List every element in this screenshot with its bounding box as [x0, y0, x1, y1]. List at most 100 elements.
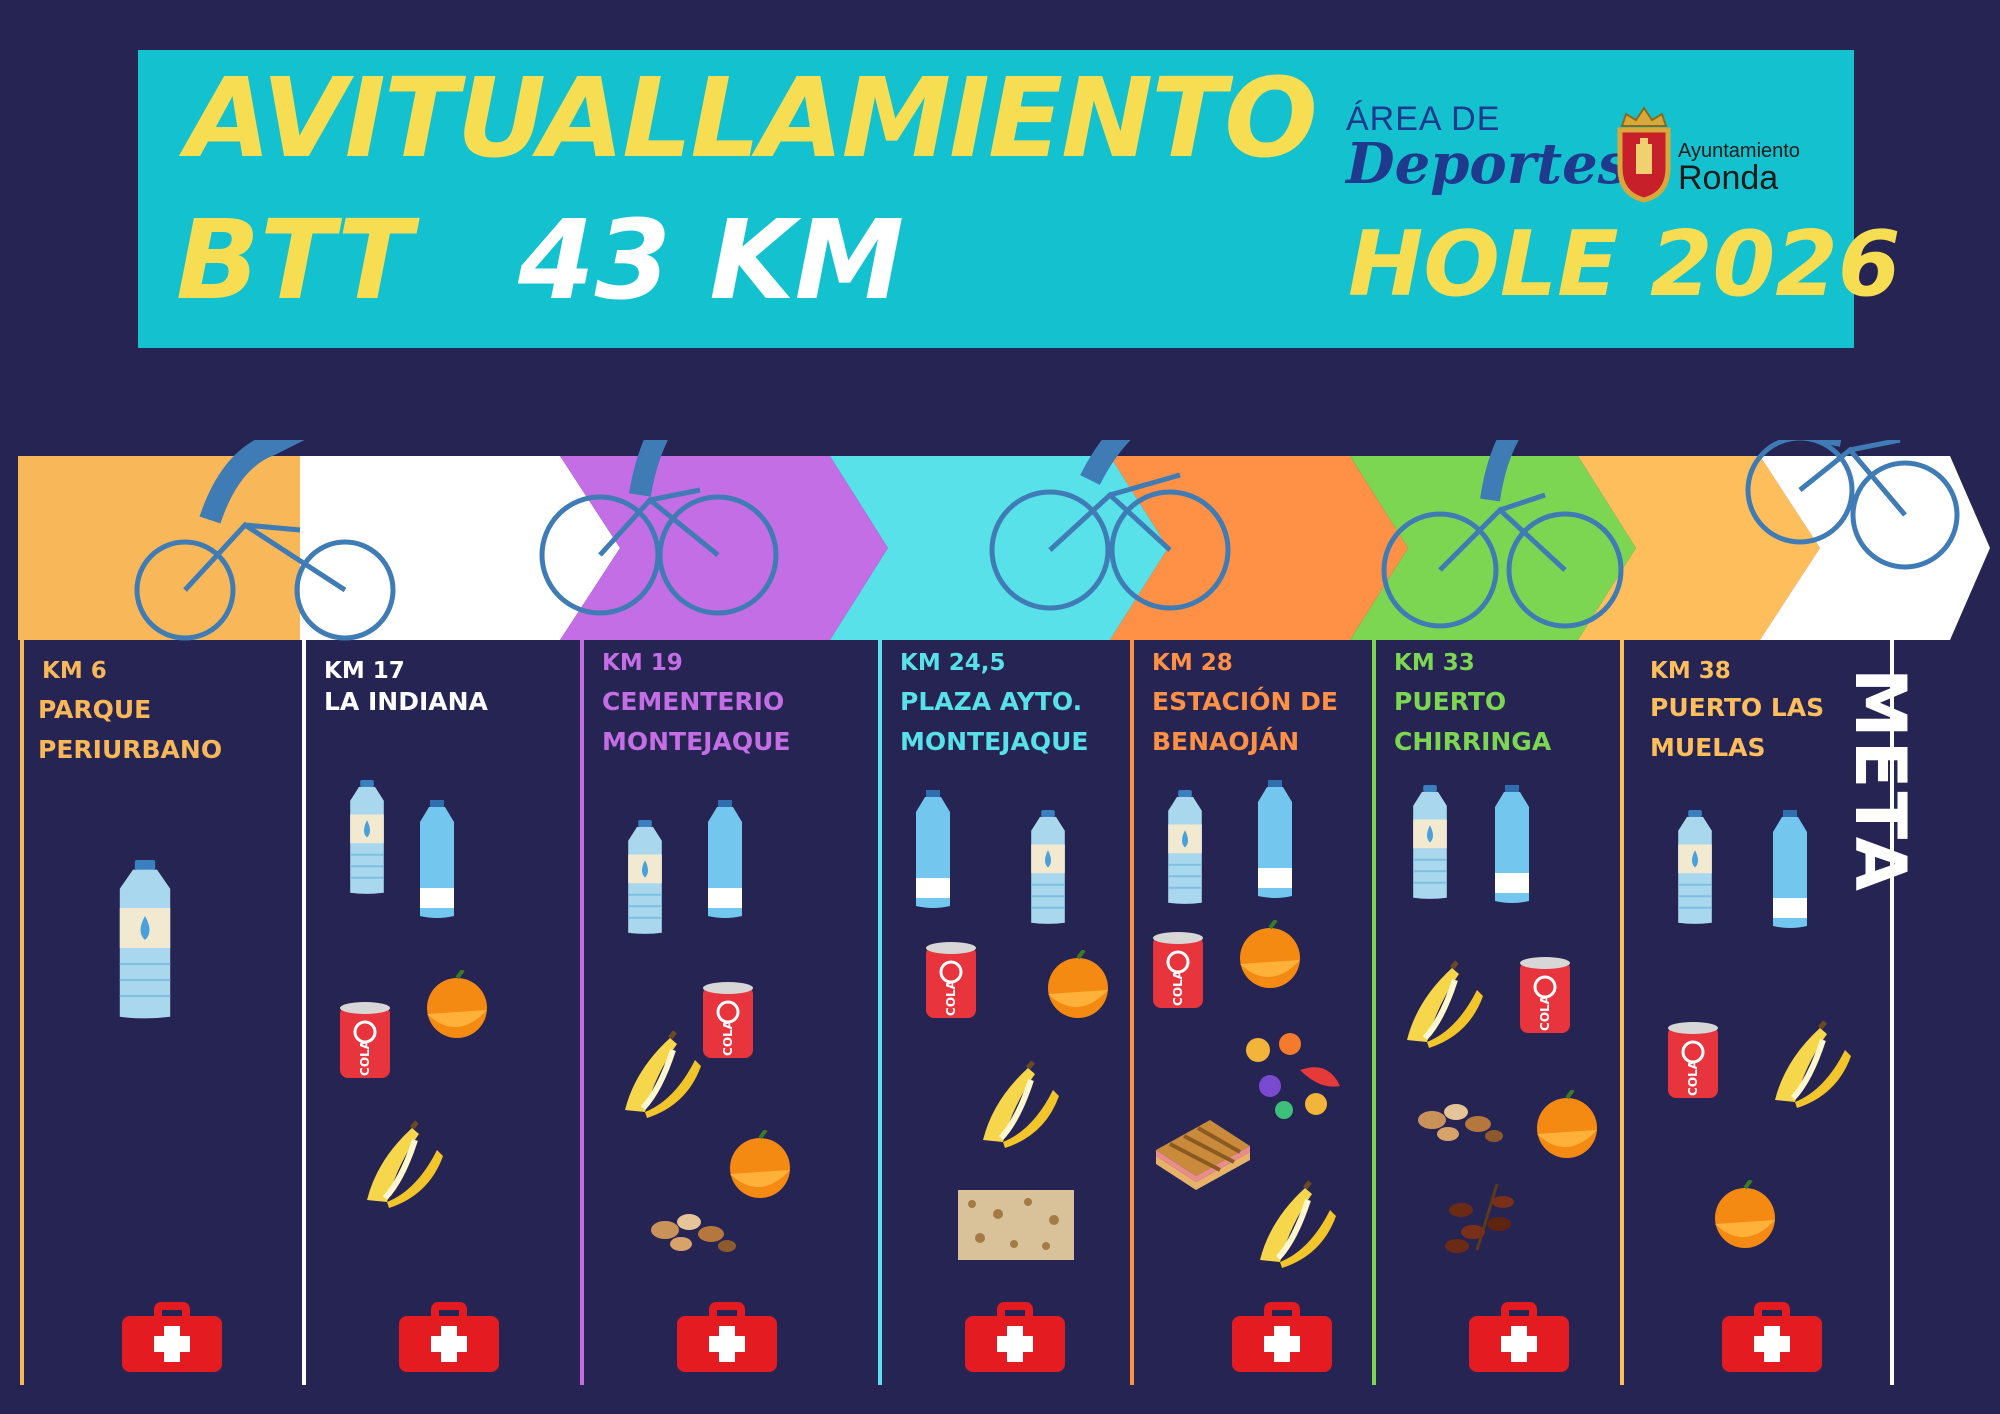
event-name: HOLE 2026 — [1348, 212, 1901, 317]
orange-icon — [1715, 1180, 1775, 1248]
banana-icon — [625, 1030, 701, 1118]
first-aid-kit-icon — [1232, 1302, 1332, 1372]
logo-area-line2: Deportes — [1346, 131, 1630, 197]
station-place-line2: PERIURBANO — [38, 735, 223, 764]
coat-of-arms-icon — [1617, 106, 1671, 203]
cola-can-icon: COLA — [1668, 1022, 1718, 1098]
station-place-name: ESTACIÓN DE BENAOJÁN — [1152, 682, 1338, 762]
banana-icon — [1407, 960, 1483, 1048]
banana-icon — [367, 1120, 443, 1208]
station-km-label: KM 19 — [602, 650, 683, 676]
logo-town-line2: Ronda — [1678, 159, 1779, 197]
station-divider-line — [580, 640, 584, 1385]
logo-area-line1: ÁREA DE — [1346, 100, 1501, 138]
route-segment-finish — [1760, 456, 1990, 640]
station-place-line1: CEMENTERIO — [602, 687, 785, 716]
orange-icon — [1048, 950, 1108, 1018]
station-place-line1: PUERTO LAS — [1650, 693, 1825, 722]
station-place-name: PARQUE PERIURBANO — [38, 690, 222, 770]
first-aid-kit-icon — [122, 1302, 222, 1372]
station-place-line2: MONTEJAQUE — [602, 727, 791, 756]
dates-icon — [1445, 1183, 1514, 1253]
station-place-line2: CHIRRINGA — [1394, 727, 1552, 756]
cola-can-icon: COLA — [703, 982, 753, 1058]
water-bottle-icon — [708, 800, 742, 918]
svg-text:COLA: COLA — [358, 1039, 372, 1076]
aid-stations: KM 6 PARQUE PERIURBANO KM 17 LA INDIANA COL… — [0, 640, 2000, 1400]
station-place-line2: MONTEJAQUE — [900, 727, 1089, 756]
route-arrow-band — [18, 440, 1990, 641]
cyclist-icon — [134, 440, 396, 641]
cyclist-icon — [989, 440, 1231, 611]
poster-title: AVITUALLAMIENTO — [186, 54, 1318, 182]
cola-can-icon: COLA — [1520, 957, 1570, 1033]
orange-icon — [1240, 920, 1300, 988]
water-bottle-icon — [1258, 780, 1292, 898]
station-place-name: PLAZA AYTO. MONTEJAQUE — [900, 682, 1088, 762]
station-km-label: KM 24,5 — [900, 650, 1006, 676]
area-deportes-logo: ÁREA DE Deportes — [1346, 100, 1630, 220]
water-bottle-icon — [420, 800, 454, 918]
first-aid-kit-icon — [399, 1302, 499, 1372]
water-bottle-icon — [628, 820, 662, 934]
route-segment-5 — [1110, 456, 1408, 640]
station-place-line1: PARQUE — [38, 695, 152, 724]
water-bottle-icon — [1773, 810, 1807, 928]
banana-icon — [1775, 1020, 1851, 1108]
cyclist-icon — [1381, 440, 1624, 629]
station-km-label: KM 6 — [42, 658, 107, 684]
svg-text:COLA: COLA — [944, 979, 958, 1016]
station-place-line2: MUELAS — [1650, 733, 1766, 762]
water-bottle-icon — [1413, 785, 1447, 899]
ayuntamiento-ronda-logo: Ayuntamiento Ronda — [1614, 90, 1854, 220]
aid-station-column: KM 28 ESTACIÓN DE BENAOJÁN COLA — [1130, 640, 1372, 1400]
station-divider-line — [1620, 640, 1624, 1385]
banana-icon — [983, 1060, 1059, 1148]
station-place-name: LA INDIANA — [324, 682, 488, 722]
station-divider-line — [878, 640, 882, 1385]
aid-station-column: KM 33 PUERTO CHIRRINGA COLA — [1372, 640, 1620, 1400]
cola-can-icon: COLA — [1153, 932, 1203, 1008]
station-place-line2: BENAOJÁN — [1152, 727, 1300, 756]
aid-station-column: KM 17 LA INDIANA COLA — [302, 640, 580, 1400]
gummy-candy-icon — [1246, 1033, 1340, 1119]
route-segment-7 — [1578, 456, 1820, 640]
cyclist-icon — [1745, 440, 1960, 570]
station-place-line1: PLAZA AYTO. — [900, 687, 1083, 716]
cyclist-icon — [539, 440, 779, 616]
station-km-label: KM 17 — [324, 658, 405, 684]
nuts-icon — [651, 1214, 736, 1252]
station-km-label: KM 33 — [1394, 650, 1475, 676]
aid-station-column: KM 19 CEMENTERIO MONTEJAQUE COLA — [580, 640, 878, 1400]
first-aid-kit-icon — [677, 1302, 777, 1372]
svg-text:COLA: COLA — [1171, 969, 1185, 1006]
svg-text:COLA: COLA — [1538, 994, 1552, 1031]
race-distance: 43 KM — [518, 196, 905, 324]
header-banner: AVITUALLAMIENTO BTT 43 KM HOLE 2026 ÁREA… — [138, 50, 1900, 348]
station-divider-line — [1372, 640, 1376, 1385]
water-bottle-icon — [1495, 785, 1529, 903]
orange-icon — [427, 970, 487, 1038]
sandwich-icon — [1156, 1120, 1250, 1190]
aid-station-column: KM 24,5 PLAZA AYTO. MONTEJAQUE COLA — [878, 640, 1130, 1400]
finish-divider-line — [1890, 640, 1894, 1385]
banana-icon — [1260, 1180, 1336, 1268]
station-place-name: PUERTO LAS MUELAS — [1650, 688, 1824, 768]
finish-label: META — [1839, 668, 1921, 894]
route-segment-2 — [300, 456, 620, 640]
cola-can-icon: COLA — [926, 942, 976, 1018]
water-bottle-icon — [1168, 790, 1202, 904]
first-aid-kit-icon — [1469, 1302, 1569, 1372]
station-divider-line — [20, 640, 24, 1385]
water-bottle-icon — [1678, 810, 1712, 924]
water-bottle-icon — [350, 780, 384, 894]
first-aid-kit-icon — [965, 1302, 1065, 1372]
orange-icon — [730, 1130, 790, 1198]
station-place-line1: PUERTO — [1394, 687, 1507, 716]
svg-text:COLA: COLA — [1686, 1059, 1700, 1096]
logo-town-line1: Ayuntamiento — [1678, 140, 1800, 162]
first-aid-kit-icon — [1722, 1302, 1822, 1372]
cola-can-icon: COLA — [340, 1002, 390, 1078]
svg-text:COLA: COLA — [721, 1019, 735, 1056]
station-divider-line — [302, 640, 306, 1385]
